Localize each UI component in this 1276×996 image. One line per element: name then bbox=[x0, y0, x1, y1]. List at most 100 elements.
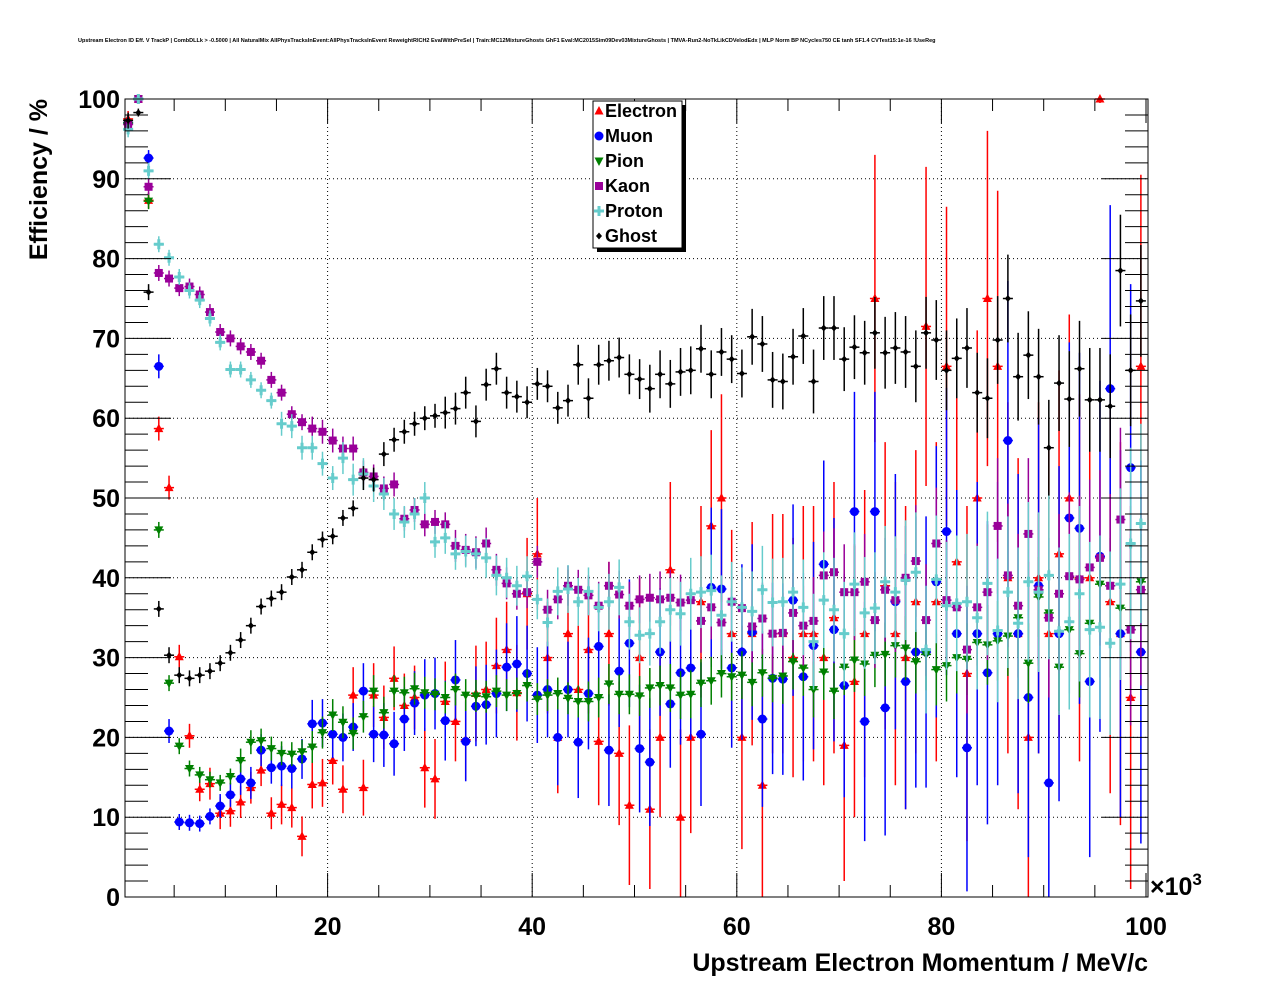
series-ghost bbox=[123, 108, 1146, 687]
legend-marker-icon bbox=[594, 131, 604, 141]
data-point bbox=[430, 773, 440, 783]
data-point bbox=[575, 361, 582, 369]
data-point bbox=[440, 532, 451, 543]
data-point bbox=[828, 604, 839, 615]
data-point bbox=[307, 442, 318, 453]
data-point bbox=[1107, 402, 1114, 410]
data-point bbox=[277, 388, 286, 397]
data-point bbox=[328, 755, 338, 765]
data-point bbox=[389, 687, 399, 697]
data-point bbox=[655, 732, 665, 741]
data-point bbox=[757, 669, 767, 678]
data-point bbox=[501, 572, 512, 583]
data-point bbox=[819, 668, 829, 677]
data-point bbox=[759, 340, 766, 348]
data-point bbox=[696, 679, 706, 689]
data-point bbox=[410, 685, 420, 694]
data-point bbox=[1135, 518, 1146, 529]
data-point bbox=[563, 583, 574, 594]
data-point bbox=[901, 677, 911, 687]
data-point bbox=[1084, 624, 1095, 635]
data-point bbox=[912, 362, 919, 370]
data-point bbox=[390, 480, 399, 489]
data-point bbox=[695, 587, 706, 598]
data-point bbox=[491, 570, 502, 581]
y-tick-label: 100 bbox=[78, 86, 120, 114]
data-point bbox=[961, 596, 972, 607]
data-point bbox=[585, 394, 592, 402]
data-point bbox=[154, 423, 164, 433]
data-point bbox=[226, 334, 235, 343]
data-point bbox=[399, 516, 410, 527]
data-point bbox=[910, 567, 921, 578]
data-point bbox=[861, 349, 868, 357]
data-point bbox=[860, 716, 870, 726]
data-point bbox=[195, 784, 205, 793]
y-tick-label: 80 bbox=[92, 246, 120, 274]
legend-item-pion: Pion bbox=[594, 151, 644, 171]
data-point bbox=[176, 671, 183, 679]
data-point bbox=[687, 366, 694, 374]
data-point bbox=[1045, 444, 1052, 452]
data-point bbox=[604, 628, 614, 638]
data-point bbox=[460, 546, 471, 557]
data-point bbox=[595, 361, 602, 369]
data-point bbox=[154, 268, 163, 277]
data-point bbox=[257, 356, 266, 365]
legend-marker-icon bbox=[595, 182, 603, 190]
data-point bbox=[943, 366, 950, 374]
data-point bbox=[256, 765, 266, 774]
series-proton bbox=[123, 94, 1146, 736]
data-point bbox=[779, 377, 786, 385]
data-point bbox=[849, 507, 859, 517]
data-point bbox=[534, 380, 541, 388]
data-point bbox=[1074, 588, 1085, 599]
data-point bbox=[809, 686, 819, 695]
data-point bbox=[871, 329, 878, 337]
data-point bbox=[626, 370, 633, 378]
data-point bbox=[953, 354, 960, 362]
data-point bbox=[512, 690, 522, 699]
data-point bbox=[982, 293, 992, 302]
data-point bbox=[665, 604, 676, 615]
data-point bbox=[246, 738, 256, 748]
data-point bbox=[206, 667, 213, 675]
data-point bbox=[215, 337, 226, 348]
data-point bbox=[829, 687, 839, 697]
data-point bbox=[155, 605, 162, 613]
data-point bbox=[297, 442, 308, 453]
data-point bbox=[440, 694, 450, 703]
data-point bbox=[450, 686, 460, 695]
data-point bbox=[369, 729, 379, 739]
data-point bbox=[491, 687, 501, 697]
data-point bbox=[911, 658, 921, 667]
data-point bbox=[309, 548, 316, 556]
data-point bbox=[215, 779, 225, 788]
data-point bbox=[902, 348, 909, 356]
data-point bbox=[256, 385, 267, 396]
data-point bbox=[532, 594, 543, 605]
data-point bbox=[194, 295, 205, 306]
data-point bbox=[503, 389, 510, 397]
data-point bbox=[195, 771, 205, 780]
data-point bbox=[788, 587, 799, 598]
data-point bbox=[1115, 579, 1126, 590]
y-tick-label: 70 bbox=[92, 325, 120, 353]
data-point bbox=[419, 493, 430, 503]
data-point bbox=[1105, 638, 1116, 649]
data-point bbox=[471, 692, 481, 701]
data-point bbox=[329, 532, 336, 540]
data-point bbox=[205, 811, 215, 821]
y-tick-label: 90 bbox=[92, 166, 120, 194]
data-point bbox=[472, 417, 479, 425]
data-point bbox=[1094, 622, 1105, 633]
data-point bbox=[543, 691, 553, 701]
data-point bbox=[307, 743, 317, 752]
data-point bbox=[982, 578, 993, 589]
data-point bbox=[278, 588, 285, 596]
data-point bbox=[777, 596, 788, 607]
data-point bbox=[655, 616, 666, 627]
data-point bbox=[378, 489, 389, 500]
data-point bbox=[635, 595, 644, 604]
data-point bbox=[573, 697, 583, 707]
